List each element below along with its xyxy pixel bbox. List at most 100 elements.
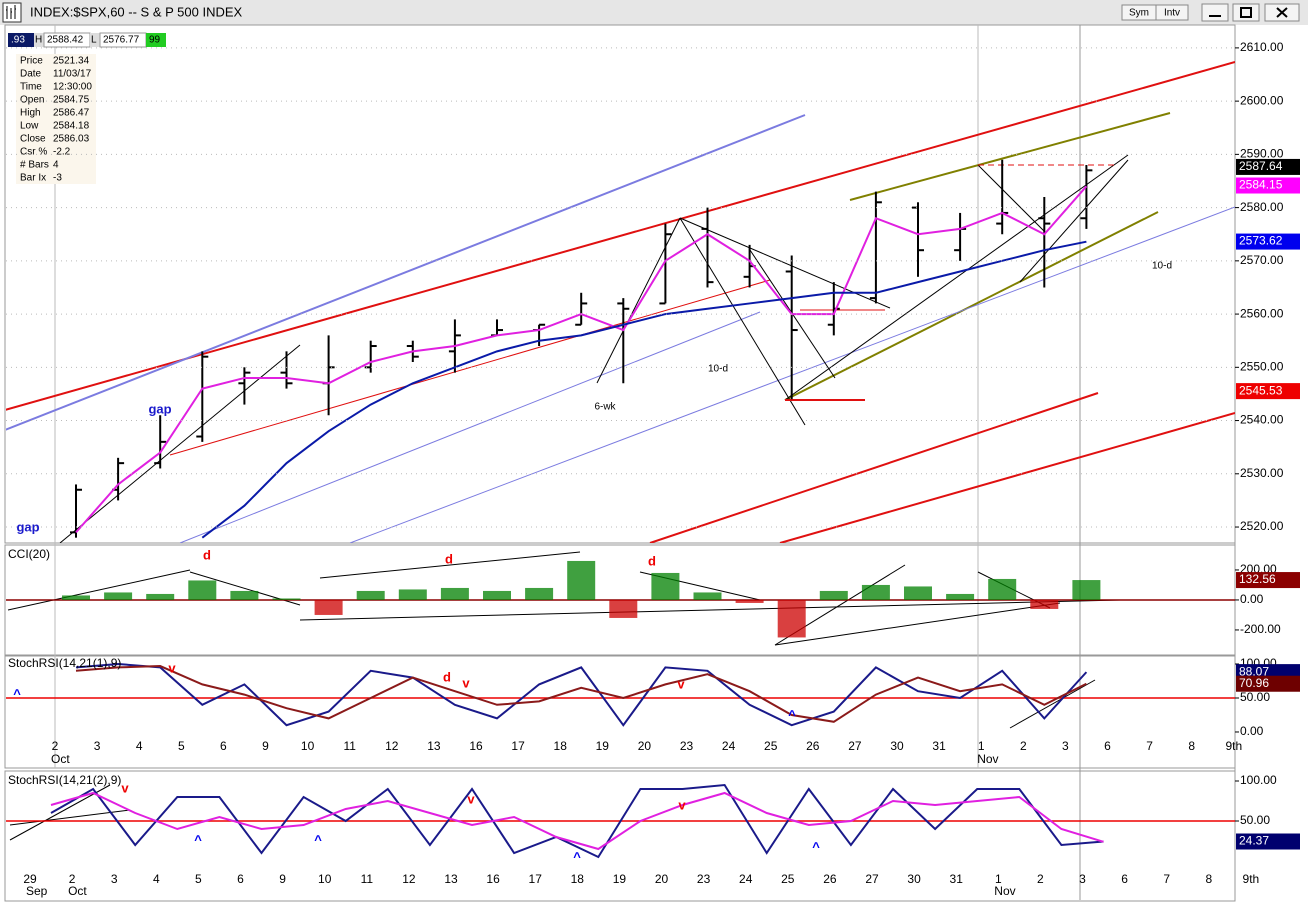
annotation: d [445, 551, 453, 566]
data-window-rows: Price 2521.34 Date 11/03/17 Time 12:30:00 Open… [20, 56, 92, 184]
trend-line [774, 602, 1061, 646]
restore-button[interactable] [1232, 3, 1260, 22]
bar [988, 578, 1017, 600]
x-tick-label: 30 [890, 739, 904, 753]
data-window-value: 2586.03 [53, 134, 90, 145]
data-window [16, 54, 96, 184]
intv-button[interactable] [1155, 4, 1189, 21]
restore-glyph [1240, 7, 1252, 18]
y-tick-label: 2610.00 [1240, 40, 1284, 54]
x-tick-label: 24 [722, 739, 736, 753]
value-tag-label: 88.07 [1239, 664, 1269, 678]
x-tick-label: 9 [279, 872, 286, 886]
annotation: gap [16, 519, 39, 534]
quote-text: 2588.42 [47, 35, 84, 46]
x-tick-label: 11 [343, 739, 356, 753]
panel-label: StochRSI(14,21(2),9) [8, 773, 121, 787]
x-tick-label: 18 [554, 739, 568, 753]
x-tick-label: 7 [1146, 739, 1153, 753]
x-tick-label: 9th [1243, 872, 1260, 886]
quote-text: L [91, 35, 97, 46]
x-tick-label: 7 [1163, 872, 1170, 886]
x-tick-label: 16 [486, 872, 500, 886]
x-tick-label: 9 [262, 739, 269, 753]
sym-label[interactable]: Sym [1129, 8, 1149, 19]
x-tick-label: 3 [1079, 872, 1086, 886]
data-window-label: Bar Ix [20, 173, 46, 184]
x-tick-label: 31 [950, 872, 964, 886]
quote-text: H [35, 35, 42, 46]
x-tick-label: 27 [848, 739, 862, 753]
annotation: d [203, 547, 211, 562]
data-window-label: # Bars [20, 160, 49, 171]
trend-line [169, 279, 771, 456]
quote-box [90, 33, 100, 47]
x-tick-label: 17 [529, 872, 543, 886]
data-window-value: 12:30:00 [53, 82, 92, 93]
x-tick-label: 2 [69, 872, 76, 886]
trend-line [319, 551, 581, 579]
bar [735, 599, 764, 603]
bar [525, 587, 554, 600]
minimize-button[interactable] [1201, 3, 1229, 22]
x-tick-label: 1 [978, 739, 985, 753]
x-tick-label: 25 [764, 739, 778, 753]
bar [777, 599, 806, 638]
y-tick-label: 2560.00 [1240, 306, 1284, 320]
trend-line [1009, 679, 1096, 729]
panel-label: StochRSI(14,21(1),9) [8, 656, 121, 670]
x-tick-label: 6 [1121, 872, 1128, 886]
trend-line [6, 61, 1235, 411]
x-month-label: Nov [994, 884, 1015, 898]
trend-line [649, 392, 1099, 543]
data-window-value: 11/03/17 [53, 69, 92, 80]
y-tick-label: -200.00 [1240, 622, 1281, 636]
x-tick-label: 3 [94, 739, 101, 753]
quote-text: .93 [11, 35, 25, 46]
value-tag-label: 2584.15 [1239, 178, 1283, 192]
bar [188, 580, 217, 600]
title-bar [0, 0, 1308, 25]
data-window-label: Low [20, 121, 39, 132]
value-tag [1236, 383, 1300, 400]
x-tick-label: 23 [680, 739, 694, 753]
bar [609, 599, 638, 618]
trend-line [679, 217, 806, 426]
x-tick-label: 24 [739, 872, 753, 886]
bar [356, 590, 385, 600]
x-tick-label: 31 [932, 739, 946, 753]
x-tick-label: 13 [444, 872, 458, 886]
y-tick-label: 2530.00 [1240, 466, 1284, 480]
trend-line [6, 114, 806, 431]
x-tick-label: 30 [907, 872, 921, 886]
annotation: ^ [812, 839, 820, 854]
trend-line [179, 311, 761, 543]
value-tag-label: 70.96 [1239, 676, 1269, 690]
x-tick-label: 4 [153, 872, 160, 886]
data-window-label: Close [20, 134, 46, 145]
value-tag [1236, 833, 1300, 850]
x-tick-label: 13 [427, 739, 441, 753]
bar [314, 599, 343, 615]
x-tick-label: 18 [571, 872, 585, 886]
y-tick-label: 2580.00 [1240, 200, 1284, 214]
annotation: v [678, 797, 686, 812]
y-tick-label: 50.00 [1240, 813, 1270, 827]
data-window-label: Date [20, 69, 42, 80]
annotation: v [121, 780, 129, 795]
value-tag [1236, 675, 1300, 692]
annotation: ^ [13, 686, 21, 701]
value-tag [1236, 158, 1300, 175]
intv-label[interactable]: Intv [1164, 8, 1180, 19]
x-tick-label: 5 [195, 872, 202, 886]
x-month-label: Nov [977, 752, 998, 766]
annotation: ^ [194, 832, 202, 847]
x-tick-label: 29 [23, 872, 37, 886]
annotation: ^ [788, 707, 796, 722]
value-tag-label: 132.56 [1239, 572, 1276, 586]
app-icon-glyph [6, 5, 16, 19]
annotation: d [648, 553, 656, 568]
trend-line [977, 164, 1046, 233]
quote-box [34, 33, 44, 47]
